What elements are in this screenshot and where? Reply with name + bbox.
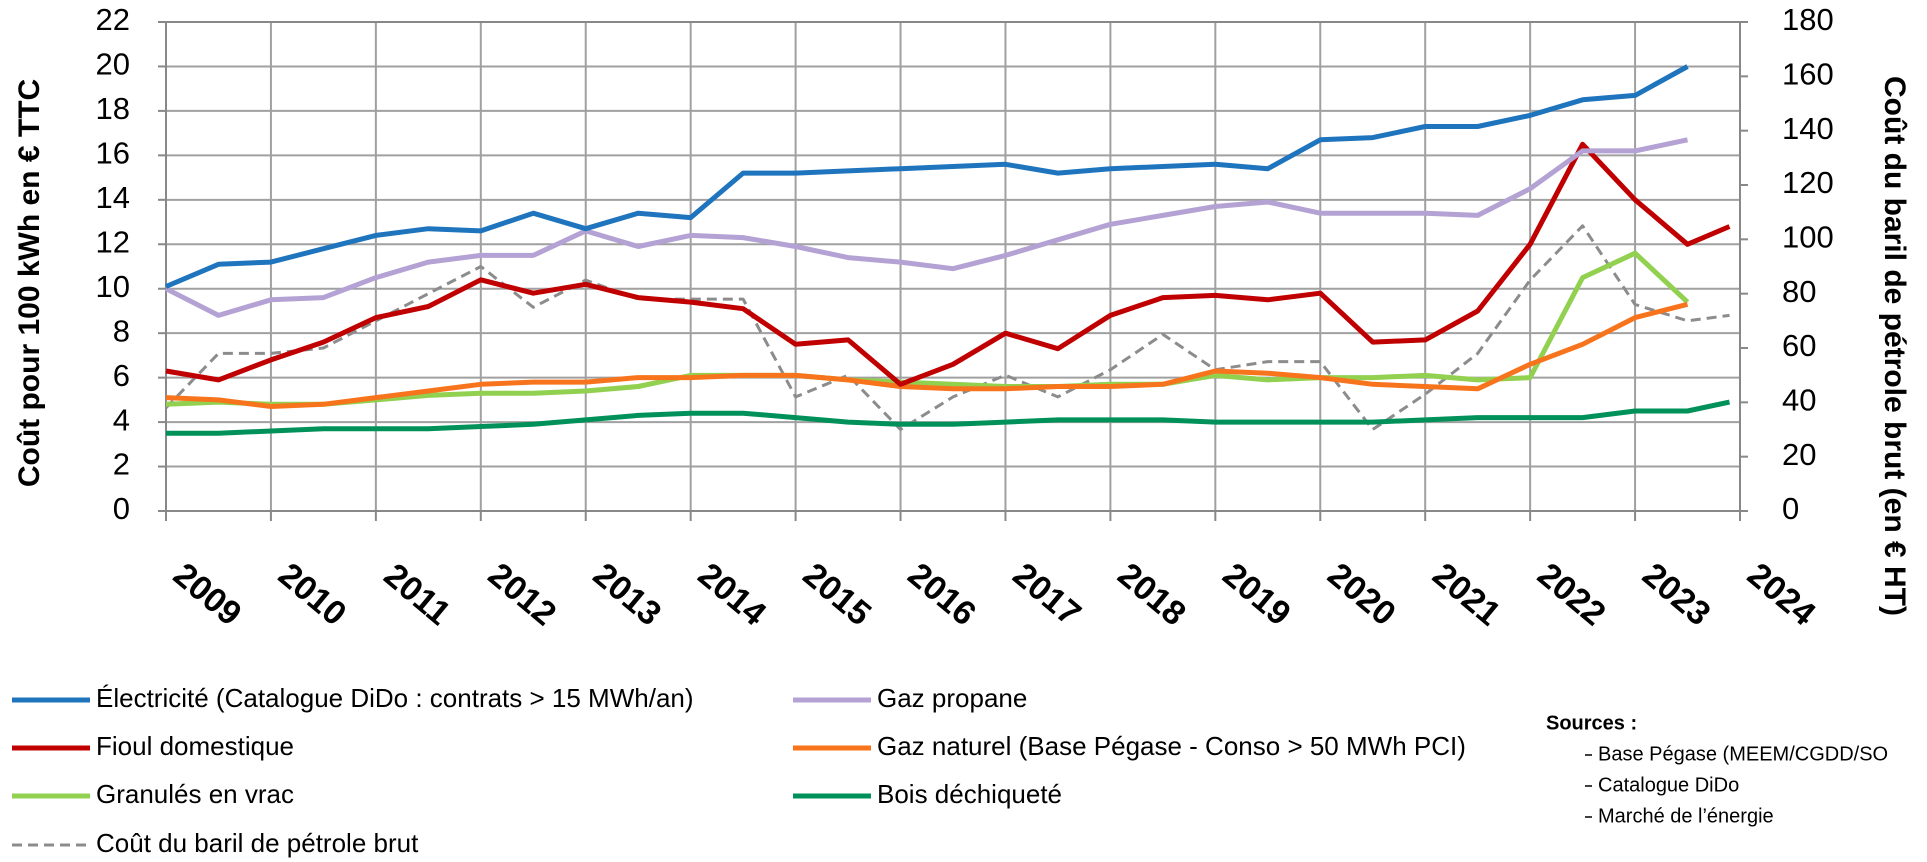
y-tick-label: 22: [96, 2, 130, 37]
series-line: [164, 224, 1730, 431]
x-tick-label: 2020: [1320, 556, 1402, 634]
series-line: [165, 64, 1689, 289]
y-tick-label: 8: [113, 313, 130, 348]
y2-tick-label: 60: [1782, 328, 1816, 363]
legend-label: Coût du baril de pétrole brut: [96, 828, 419, 858]
y-tick-label: 6: [113, 358, 130, 393]
y-axis-title: Coût pour 100 kWh en € TTC: [13, 79, 46, 487]
x-tick-label: 2009: [166, 556, 248, 634]
x-tick-label: 2019: [1215, 556, 1297, 634]
legend-label: Gaz propane: [877, 683, 1027, 713]
sources-title: Sources :: [1546, 712, 1637, 734]
legend-label: Granulés en vrac: [96, 779, 294, 809]
y2-tick-label: 180: [1782, 2, 1834, 37]
y2-tick-label: 80: [1782, 274, 1816, 309]
x-tick-label: 2015: [796, 556, 878, 634]
y2-tick-label: 0: [1782, 491, 1799, 526]
x-tick-label: 2016: [901, 556, 983, 634]
legend-label: Gaz naturel (Base Pégase - Conso > 50 MW…: [877, 731, 1466, 761]
y-tick-label: 14: [96, 180, 130, 215]
y2-tick-label: 40: [1782, 383, 1816, 418]
y-tick-label: 12: [96, 224, 130, 259]
y-tick-label: 16: [96, 136, 130, 171]
y2-tick-label: 140: [1782, 111, 1834, 146]
series-line: [165, 301, 1689, 409]
y2-axis-title: Coût du baril de pétrole brut (en € HT): [1878, 76, 1911, 616]
y-tick-label: 2: [113, 447, 130, 482]
y2-tick-label: 160: [1782, 57, 1834, 92]
x-tick-label: 2012: [481, 556, 563, 634]
series-line: [164, 137, 1689, 318]
series-line: [166, 399, 1731, 436]
series-line: [165, 250, 1690, 407]
series-line: [165, 141, 1731, 387]
legend-label: Électricité (Catalogue DiDo : contrats >…: [96, 683, 694, 713]
y2-tick-label: 100: [1782, 220, 1834, 255]
source-item: Marché de l’énergie: [1598, 805, 1774, 827]
y2-tick-label: 20: [1782, 437, 1816, 472]
x-tick-label: 2014: [691, 556, 773, 634]
x-tick-label: 2022: [1530, 556, 1612, 634]
y2-tick-label: 120: [1782, 165, 1834, 200]
source-item: Base Pégase (MEEM/CGDD/SO: [1598, 743, 1888, 765]
x-tick-label: 2013: [586, 556, 668, 634]
legend-label: Fioul domestique: [96, 731, 294, 761]
source-item: Catalogue DiDo: [1598, 774, 1739, 796]
y-tick-label: 0: [113, 491, 130, 526]
x-tick-label: 2017: [1006, 556, 1088, 634]
x-tick-label: 2011: [377, 556, 458, 633]
y-tick-label: 10: [96, 269, 130, 304]
plot-border: [165, 21, 1741, 512]
y-tick-label: 20: [96, 47, 130, 82]
x-tick-label: 2024: [1740, 556, 1822, 634]
y-tick-label: 18: [96, 91, 130, 126]
x-tick-label: 2023: [1635, 556, 1717, 634]
x-tick-label: 2018: [1111, 556, 1193, 634]
legend-label: Bois déchiqueté: [877, 779, 1062, 809]
x-tick-label: 2010: [271, 556, 353, 634]
x-tick-label: 2021: [1425, 556, 1507, 634]
y-tick-label: 4: [113, 402, 130, 437]
